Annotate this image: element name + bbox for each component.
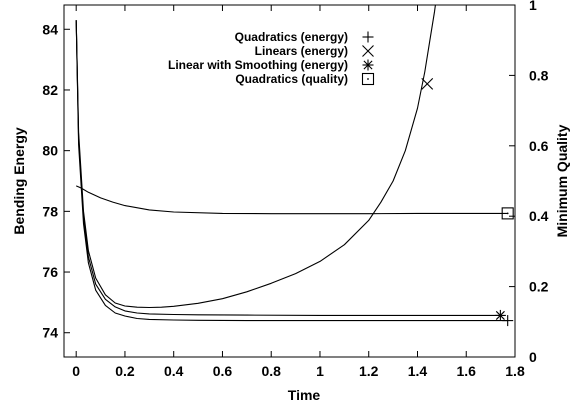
y-tick-label: 74 [42, 325, 58, 341]
marker-layer [421, 78, 514, 327]
x-tick-label: 0 [72, 363, 80, 379]
legend-marker-2 [362, 45, 374, 57]
x-tick-label: 1.4 [408, 363, 428, 379]
x-tick-label: 1.6 [457, 363, 477, 379]
y-tick-label: 82 [42, 82, 58, 98]
legend-label-2: Linears (energy) [255, 44, 348, 58]
legend-marker-4-dot [367, 78, 369, 80]
legend-marker-3-d2 [363, 60, 373, 70]
series-line-2 [75, 5, 436, 309]
data-marker-3 [494, 309, 506, 321]
y-tick-label: 80 [42, 143, 58, 159]
legend-marker-3 [362, 59, 374, 71]
legend-marker-4 [361, 72, 375, 86]
y2-tick-label: 0.4 [529, 208, 549, 224]
y-axis-title: Bending Energy [11, 127, 27, 235]
y2-tick-label: 1 [529, 0, 537, 13]
legend-label-3: Linear with Smoothing (energy) [168, 58, 348, 72]
data-marker-1 [502, 315, 514, 327]
y2-tick-label: 0.6 [529, 138, 549, 154]
data-marker-4-box [501, 207, 514, 220]
legend-label-1: Quadratics (energy) [235, 30, 348, 44]
series-line-4 [75, 185, 508, 215]
x-tick-label: 0.6 [213, 363, 233, 379]
legend-marker-1 [362, 31, 374, 43]
legend-marker-4-box [361, 72, 375, 86]
y-tick-label: 78 [42, 203, 58, 219]
legend-marker-2-d2 [362, 45, 374, 57]
y-tick-label: 76 [42, 264, 58, 280]
data-marker-2 [421, 78, 434, 90]
y2-tick-label: 0.8 [529, 67, 549, 83]
series-line-3 [75, 20, 501, 316]
y2-tick-label: 0 [529, 349, 537, 365]
data-marker-3-d2 [495, 310, 505, 320]
y-tick-label: 84 [42, 21, 58, 37]
series-line-1 [75, 20, 508, 322]
x-axis-title: Time [288, 387, 321, 403]
data-marker-4-dot [506, 212, 509, 215]
data-marker-2-d2 [421, 78, 434, 90]
x-tick-label: 0.8 [261, 363, 281, 379]
data-marker-4 [501, 207, 514, 220]
y2-tick-label: 0.2 [529, 279, 549, 295]
legend-label-4: Quadratics (quality) [235, 72, 348, 86]
y2-axis-title: Minimum Quality [554, 124, 570, 237]
x-tick-label: 1.2 [359, 363, 379, 379]
plot-frame [63, 4, 516, 358]
x-tick-label: 1 [316, 363, 324, 379]
x-tick-label: 1.8 [505, 363, 525, 379]
x-tick-label: 0.4 [164, 363, 184, 379]
axes-layer: 0 0.2 0.4 0.6 0.8 1 1.2 1.4 1.6 1.8 74 76 78 80 82 84 0 0… [42, 0, 548, 379]
legend: Quadratics (energy)Linears (energy)Linea… [168, 30, 375, 86]
x-tick-label: 0.2 [115, 363, 135, 379]
series-layer [75, 5, 508, 322]
